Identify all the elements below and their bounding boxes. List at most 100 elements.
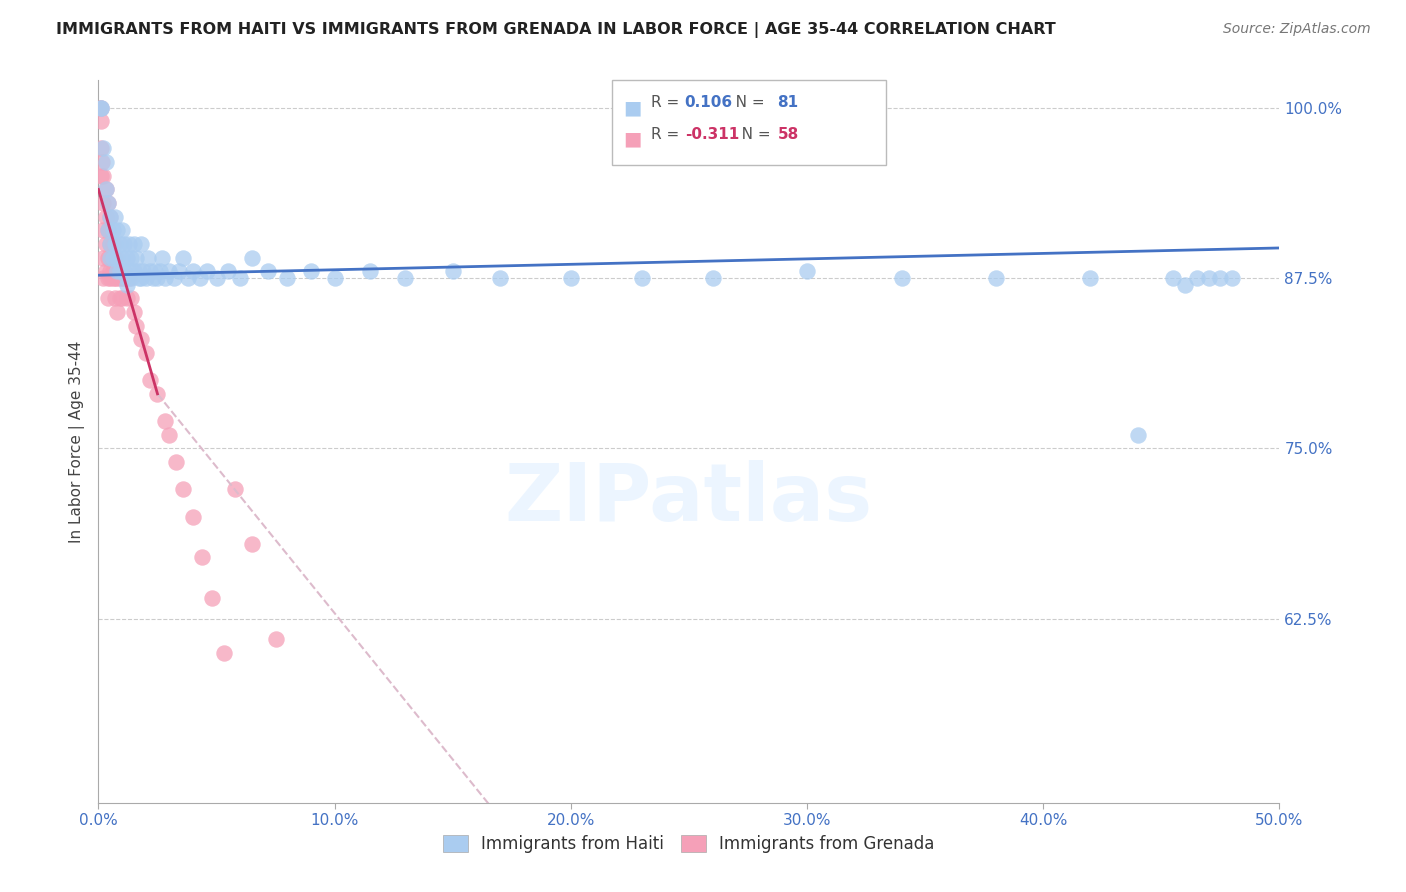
Point bbox=[205, 271, 228, 285]
Text: N =: N = bbox=[727, 127, 775, 142]
Point bbox=[1198, 271, 1220, 285]
Point bbox=[212, 646, 235, 660]
Point bbox=[98, 210, 121, 224]
Point bbox=[112, 271, 135, 285]
Text: R =: R = bbox=[651, 127, 685, 142]
Point bbox=[98, 251, 121, 265]
Point bbox=[97, 271, 120, 285]
Point bbox=[796, 264, 818, 278]
Point bbox=[94, 182, 117, 196]
Point bbox=[165, 455, 187, 469]
Point bbox=[98, 210, 121, 224]
Point bbox=[150, 251, 173, 265]
Point bbox=[299, 264, 322, 278]
Point bbox=[146, 271, 169, 285]
Point bbox=[105, 223, 128, 237]
Point bbox=[125, 318, 148, 333]
Point bbox=[101, 251, 124, 265]
Text: 81: 81 bbox=[778, 95, 799, 111]
Point bbox=[104, 251, 127, 265]
Point bbox=[89, 101, 111, 115]
Point bbox=[91, 271, 114, 285]
Point bbox=[98, 236, 121, 251]
Point bbox=[136, 251, 159, 265]
Point bbox=[101, 223, 124, 237]
Point bbox=[257, 264, 280, 278]
Point bbox=[630, 271, 652, 285]
Point bbox=[139, 264, 162, 278]
Point bbox=[91, 169, 114, 183]
Point bbox=[153, 271, 176, 285]
Point bbox=[1174, 277, 1197, 292]
Point bbox=[97, 196, 120, 211]
Point bbox=[135, 271, 157, 285]
Point bbox=[97, 223, 120, 237]
Point bbox=[240, 251, 263, 265]
Point bbox=[97, 251, 120, 265]
Point bbox=[90, 101, 112, 115]
Point bbox=[101, 271, 124, 285]
Point bbox=[323, 271, 346, 285]
Point bbox=[1161, 271, 1184, 285]
Text: Source: ZipAtlas.com: Source: ZipAtlas.com bbox=[1223, 22, 1371, 37]
Point bbox=[94, 264, 117, 278]
Point bbox=[1220, 271, 1243, 285]
Point bbox=[560, 271, 582, 285]
Point bbox=[118, 236, 141, 251]
Point bbox=[149, 264, 172, 278]
Point bbox=[115, 277, 138, 292]
Text: ■: ■ bbox=[623, 129, 641, 148]
Point bbox=[104, 271, 127, 285]
Point bbox=[90, 141, 112, 155]
Point bbox=[94, 210, 117, 224]
Point bbox=[195, 264, 218, 278]
Point bbox=[91, 251, 114, 265]
Point bbox=[153, 414, 176, 428]
Point bbox=[98, 236, 121, 251]
Point bbox=[122, 264, 145, 278]
Point bbox=[984, 271, 1007, 285]
Point bbox=[1185, 271, 1208, 285]
Point bbox=[128, 264, 150, 278]
Point bbox=[94, 182, 117, 196]
Point bbox=[172, 482, 194, 496]
Point bbox=[94, 155, 117, 169]
Point bbox=[111, 271, 134, 285]
Point bbox=[108, 271, 131, 285]
Point bbox=[143, 264, 166, 278]
Point bbox=[94, 236, 117, 251]
Point bbox=[181, 264, 204, 278]
Text: IMMIGRANTS FROM HAITI VS IMMIGRANTS FROM GRENADA IN LABOR FORCE | AGE 35-44 CORR: IMMIGRANTS FROM HAITI VS IMMIGRANTS FROM… bbox=[56, 22, 1056, 38]
Point bbox=[118, 271, 141, 285]
Point bbox=[105, 264, 128, 278]
Point bbox=[90, 101, 112, 115]
Point bbox=[890, 271, 912, 285]
Point bbox=[142, 271, 165, 285]
Point bbox=[115, 271, 138, 285]
Point bbox=[229, 271, 252, 285]
Point bbox=[146, 387, 169, 401]
Point bbox=[240, 537, 263, 551]
Point bbox=[115, 292, 138, 306]
Point bbox=[139, 373, 162, 387]
Point bbox=[104, 292, 127, 306]
Point bbox=[1080, 271, 1102, 285]
Point bbox=[91, 141, 114, 155]
Point bbox=[264, 632, 287, 647]
Text: 0.106: 0.106 bbox=[685, 95, 733, 111]
Point bbox=[105, 264, 128, 278]
Point bbox=[101, 236, 124, 251]
Point bbox=[181, 509, 204, 524]
Point bbox=[276, 271, 298, 285]
Point bbox=[132, 264, 155, 278]
Point bbox=[167, 264, 190, 278]
Point bbox=[172, 251, 194, 265]
Point bbox=[177, 271, 200, 285]
Point bbox=[112, 264, 135, 278]
Point bbox=[489, 271, 512, 285]
Point bbox=[112, 236, 135, 251]
Y-axis label: In Labor Force | Age 35-44: In Labor Force | Age 35-44 bbox=[69, 341, 86, 542]
Point bbox=[224, 482, 246, 496]
Point bbox=[121, 271, 143, 285]
Point bbox=[191, 550, 214, 565]
